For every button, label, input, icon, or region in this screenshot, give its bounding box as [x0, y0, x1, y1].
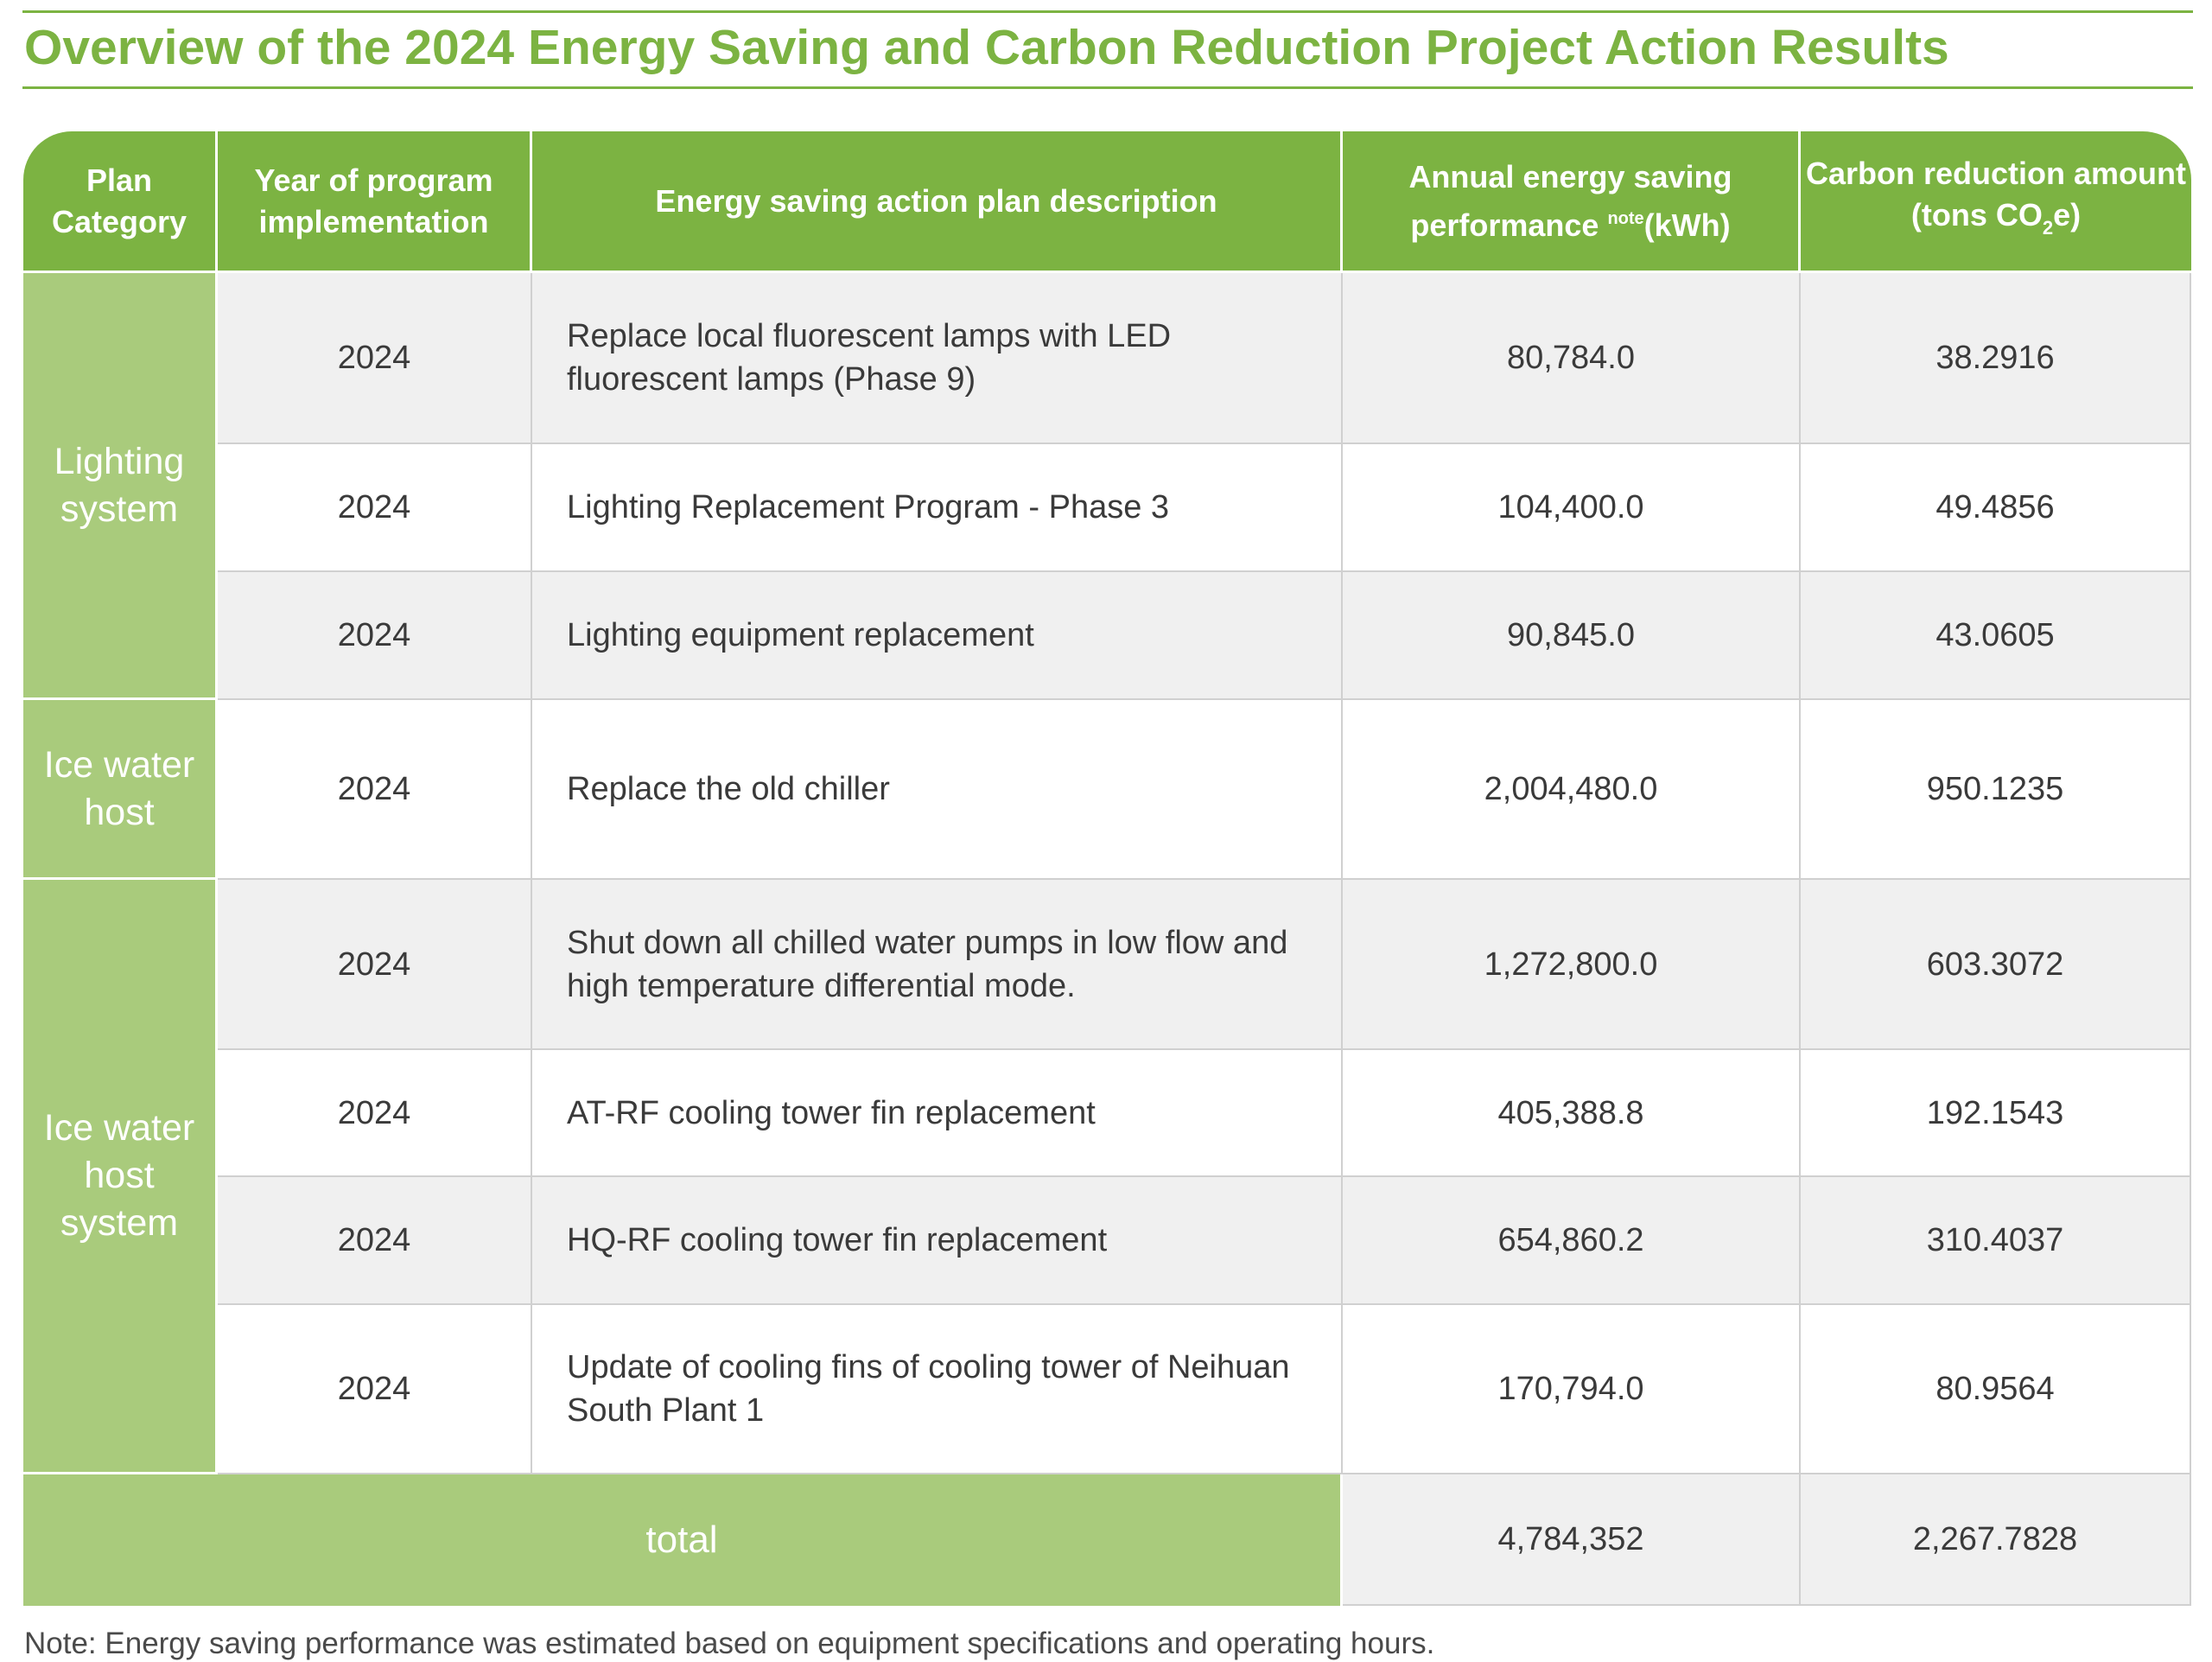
cell-carbon: 192.1543	[1801, 1050, 2191, 1177]
cell-carbon: 950.1235	[1801, 700, 2191, 880]
cell-year: 2024	[218, 1305, 532, 1474]
cell-description: Update of cooling fins of cooling tower …	[532, 1305, 1343, 1474]
table-row: 2024 Lighting Replacement Program - Phas…	[23, 444, 2191, 572]
cell-year: 2024	[218, 1177, 532, 1305]
header-description: Energy saving action plan description	[532, 131, 1343, 273]
cell-description: Replace the old chiller	[532, 700, 1343, 880]
cell-year: 2024	[218, 572, 532, 700]
cell-energy: 104,400.0	[1343, 444, 1801, 572]
cell-energy: 2,004,480.0	[1343, 700, 1801, 880]
energy-saving-table: Plan Category Year of program implementa…	[23, 131, 2191, 1606]
cell-description: Shut down all chilled water pumps in low…	[532, 880, 1343, 1050]
cell-carbon: 43.0605	[1801, 572, 2191, 700]
header-energy-note-marker: note	[1607, 208, 1644, 228]
cell-description: Lighting Replacement Program - Phase 3	[532, 444, 1343, 572]
cell-year: 2024	[218, 444, 532, 572]
cell-energy: 80,784.0	[1343, 273, 1801, 444]
header-energy: Annual energy saving performance note(kW…	[1343, 131, 1801, 273]
category-lighting-system: Lighting system	[23, 273, 218, 700]
header-year: Year of program implementation	[218, 131, 532, 273]
category-ice-water-host: Ice water host	[23, 700, 218, 880]
cell-description: HQ-RF cooling tower fin replacement	[532, 1177, 1343, 1305]
cell-description: AT-RF cooling tower fin replacement	[532, 1050, 1343, 1177]
table-row: Ice water host system 2024 Shut down all…	[23, 880, 2191, 1474]
cell-carbon: 603.3072	[1801, 880, 2191, 1050]
category-ice-water-host-system: Ice water host system	[23, 880, 218, 1474]
header-row: Plan Category Year of program implementa…	[23, 131, 2191, 273]
title-rule-top	[22, 10, 2193, 13]
cell-description: Lighting equipment replacement	[532, 572, 1343, 700]
cell-energy: 1,272,800.0	[1343, 880, 1801, 1050]
cell-year: 2024	[218, 700, 532, 880]
total-carbon: 2,267.7828	[1801, 1474, 2191, 1606]
table-row: 2024 Lighting equipment replacement 90,8…	[23, 572, 2191, 700]
table-row: 2024 HQ-RF cooling tower fin replacement…	[23, 1177, 2191, 1305]
header-category: Plan Category	[23, 131, 218, 273]
total-row: total 4,784,352 2,267.7828	[23, 1474, 2191, 1606]
table-row: Ice water host 2024 Replace the old chil…	[23, 700, 2191, 880]
cell-year: 2024	[218, 1050, 532, 1177]
cell-carbon: 38.2916	[1801, 273, 2191, 444]
cell-carbon: 310.4037	[1801, 1177, 2191, 1305]
header-carbon: Carbon reduction amount (tons CO2e)	[1801, 131, 2191, 273]
cell-energy: 405,388.8	[1343, 1050, 1801, 1177]
cell-carbon: 49.4856	[1801, 444, 2191, 572]
total-energy: 4,784,352	[1343, 1474, 1801, 1606]
table-row: Lighting system 2024 Replace local fluor…	[23, 273, 2191, 700]
footnote: Note: Energy saving performance was esti…	[24, 1627, 1435, 1660]
cell-description: Replace local fluorescent lamps with LED…	[532, 273, 1343, 444]
cell-energy: 90,845.0	[1343, 572, 1801, 700]
table-row: 2024 AT-RF cooling tower fin replacement…	[23, 1050, 2191, 1177]
cell-energy: 170,794.0	[1343, 1305, 1801, 1474]
cell-carbon: 80.9564	[1801, 1305, 2191, 1474]
header-carbon-subscript: 2	[2042, 217, 2054, 239]
cell-energy: 654,860.2	[1343, 1177, 1801, 1305]
cell-year: 2024	[218, 273, 532, 444]
total-label: total	[23, 1474, 1343, 1606]
page-title: Overview of the 2024 Energy Saving and C…	[24, 20, 1949, 75]
table-row: 2024 Update of cooling fins of cooling t…	[23, 1305, 2191, 1474]
title-rule-bottom	[22, 86, 2193, 89]
cell-year: 2024	[218, 880, 532, 1050]
